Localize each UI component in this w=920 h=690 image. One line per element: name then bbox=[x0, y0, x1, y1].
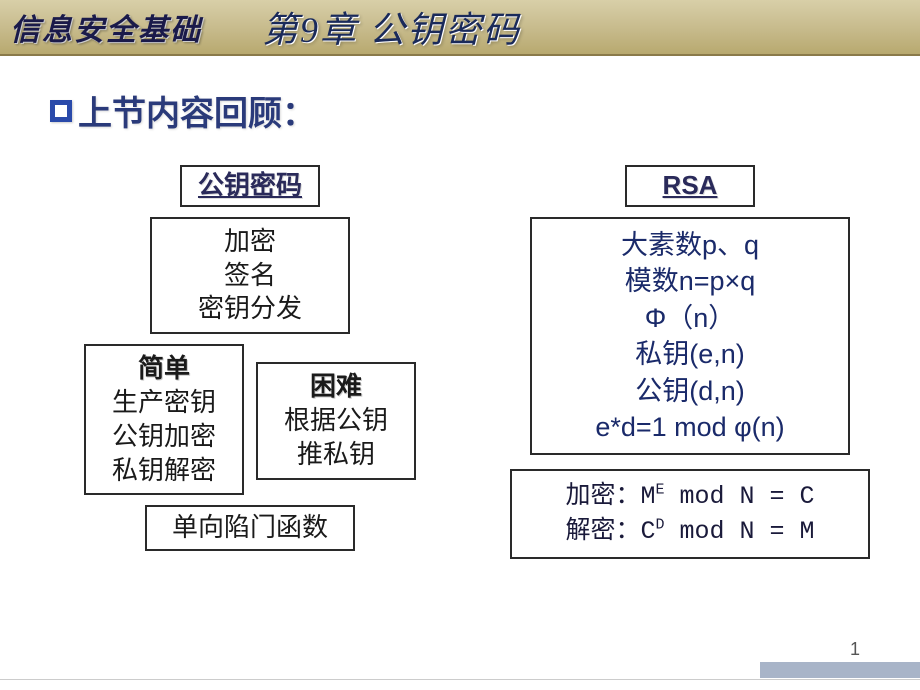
rsa-params-box: 大素数p、q 模数n=p×q Φ（n） 私钥(e,n) 公钥(d,n) e*d=… bbox=[530, 217, 850, 456]
rsa-param-line: 大素数p、q bbox=[538, 227, 842, 263]
rsa-param-line: 模数n=p×q bbox=[538, 263, 842, 299]
easy-hard-row: 简单 生产密钥 公钥加密 私钥解密 困难 根据公钥 推私钥 bbox=[60, 344, 440, 495]
easy-box: 简单 生产密钥 公钥加密 私钥解密 bbox=[84, 344, 244, 495]
enc-base: M bbox=[640, 482, 655, 511]
rsa-param-line: Φ（n） bbox=[538, 300, 842, 336]
bullet-icon bbox=[50, 100, 72, 122]
dec-label: 解密： bbox=[565, 517, 640, 546]
enc-rest: mod N = C bbox=[665, 482, 815, 511]
rsa-encrypt-line: 加密：ME mod N = C bbox=[522, 479, 858, 514]
pk-title-box: 公钥密码 bbox=[180, 165, 320, 207]
hard-label: 困难 bbox=[266, 370, 406, 404]
hard-box: 困难 根据公钥 推私钥 bbox=[256, 362, 416, 479]
rsa-param-line: 私钥(e,n) bbox=[538, 336, 842, 372]
enc-label: 加密： bbox=[565, 482, 640, 511]
pk-operations-box: 加密 签名 密钥分发 bbox=[150, 217, 350, 334]
easy-label: 简单 bbox=[94, 352, 234, 386]
rsa-title: RSA bbox=[663, 170, 718, 200]
dec-base: C bbox=[640, 517, 655, 546]
section-title: 上节内容回顾： bbox=[50, 86, 880, 135]
page-number: 1 bbox=[850, 639, 860, 660]
hard-item: 推私钥 bbox=[266, 438, 406, 472]
pk-op-line: 密钥分发 bbox=[162, 292, 338, 326]
rsa-formula-box: 加密：ME mod N = C 解密：CD mod N = M bbox=[510, 469, 870, 559]
slide-content: 上节内容回顾： 公钥密码 加密 签名 密钥分发 简单 生产密钥 公钥加密 私钥解… bbox=[0, 56, 920, 559]
pk-title: 公钥密码 bbox=[198, 170, 302, 200]
rsa-title-box: RSA bbox=[625, 165, 755, 207]
trapdoor-box: 单向陷门函数 bbox=[145, 505, 355, 551]
public-key-column: 公钥密码 加密 签名 密钥分发 简单 生产密钥 公钥加密 私钥解密 困难 根据公… bbox=[60, 165, 440, 559]
easy-item: 生产密钥 bbox=[94, 386, 234, 420]
enc-exp: E bbox=[655, 482, 664, 499]
footer-accent-bar bbox=[760, 662, 920, 678]
easy-item: 公钥加密 bbox=[94, 420, 234, 454]
pk-op-line: 签名 bbox=[162, 259, 338, 293]
rsa-param-line: 公钥(d,n) bbox=[538, 373, 842, 409]
easy-item: 私钥解密 bbox=[94, 454, 234, 488]
rsa-param-line: e*d=1 mod φ(n) bbox=[538, 409, 842, 445]
dec-rest: mod N = M bbox=[665, 517, 815, 546]
slide-header: 信息安全基础 第9章 公钥密码 bbox=[0, 0, 920, 56]
diagram-area: 公钥密码 加密 签名 密钥分发 简单 生产密钥 公钥加密 私钥解密 困难 根据公… bbox=[50, 165, 880, 559]
hard-item: 根据公钥 bbox=[266, 404, 406, 438]
chapter-title: 第9章 公钥密码 bbox=[262, 1, 521, 53]
trapdoor-text: 单向陷门函数 bbox=[172, 513, 328, 542]
section-title-text: 上节内容回顾： bbox=[78, 86, 316, 135]
pk-op-line: 加密 bbox=[162, 225, 338, 259]
rsa-column: RSA 大素数p、q 模数n=p×q Φ（n） 私钥(e,n) 公钥(d,n) … bbox=[510, 165, 870, 559]
rsa-decrypt-line: 解密：CD mod N = M bbox=[522, 514, 858, 549]
footer-divider bbox=[0, 679, 920, 680]
dec-exp: D bbox=[655, 517, 664, 534]
course-name: 信息安全基础 bbox=[10, 5, 202, 49]
